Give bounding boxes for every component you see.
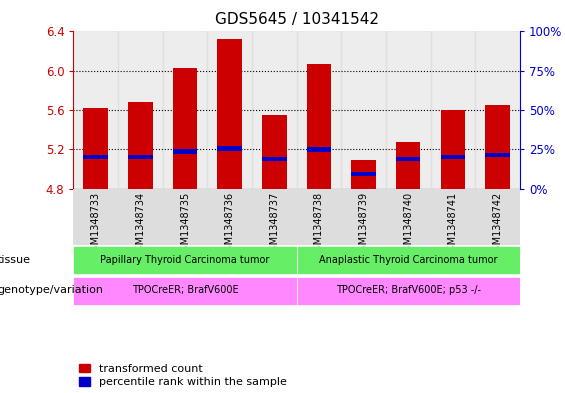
FancyBboxPatch shape	[341, 189, 386, 245]
Bar	[173, 68, 197, 189]
Bar	[485, 153, 510, 158]
Text: GSM1348734: GSM1348734	[136, 191, 145, 257]
FancyBboxPatch shape	[297, 189, 341, 245]
Text: GSM1348735: GSM1348735	[180, 191, 190, 257]
Text: genotype/variation: genotype/variation	[0, 285, 103, 296]
Bar	[351, 160, 376, 189]
Text: GSM1348739: GSM1348739	[359, 191, 368, 257]
FancyBboxPatch shape	[163, 189, 207, 245]
Bar	[128, 102, 153, 189]
FancyBboxPatch shape	[297, 246, 520, 274]
Bar	[307, 147, 331, 152]
Text: GSM1348733: GSM1348733	[91, 191, 101, 257]
Bar	[173, 149, 197, 154]
Bar	[396, 142, 420, 189]
Bar	[297, 31, 341, 189]
Bar	[351, 172, 376, 176]
FancyBboxPatch shape	[386, 189, 431, 245]
Text: GSM1348737: GSM1348737	[270, 191, 279, 257]
Bar	[396, 157, 420, 162]
Bar	[73, 31, 118, 189]
Text: TPOCreER; BrafV600E: TPOCreER; BrafV600E	[132, 285, 238, 296]
Bar	[475, 31, 520, 189]
Text: TPOCreER; BrafV600E; p53 -/-: TPOCreER; BrafV600E; p53 -/-	[336, 285, 481, 296]
Text: GSM1348736: GSM1348736	[225, 191, 234, 257]
Bar	[431, 31, 475, 189]
Bar	[307, 64, 331, 189]
Text: GSM1348741: GSM1348741	[448, 191, 458, 257]
Text: tissue: tissue	[0, 255, 31, 264]
FancyBboxPatch shape	[73, 277, 297, 305]
FancyBboxPatch shape	[297, 277, 520, 305]
Text: GSM1348738: GSM1348738	[314, 191, 324, 257]
Bar	[118, 31, 163, 189]
Bar	[341, 31, 386, 189]
FancyBboxPatch shape	[431, 189, 475, 245]
Bar	[218, 146, 242, 151]
Bar	[441, 155, 465, 160]
Title: GDS5645 / 10341542: GDS5645 / 10341542	[215, 13, 379, 28]
Bar	[84, 155, 108, 160]
Bar	[163, 31, 207, 189]
Text: Papillary Thyroid Carcinoma tumor: Papillary Thyroid Carcinoma tumor	[101, 255, 270, 264]
Bar	[386, 31, 431, 189]
FancyBboxPatch shape	[118, 189, 163, 245]
Bar	[84, 108, 108, 189]
Bar	[262, 157, 286, 162]
Bar	[441, 110, 465, 189]
FancyBboxPatch shape	[207, 189, 252, 245]
Legend: transformed count, percentile rank within the sample: transformed count, percentile rank withi…	[79, 364, 287, 387]
FancyBboxPatch shape	[73, 189, 118, 245]
Bar	[207, 31, 252, 189]
Bar	[218, 39, 242, 189]
Bar	[485, 105, 510, 189]
FancyBboxPatch shape	[252, 189, 297, 245]
Text: Anaplastic Thyroid Carcinoma tumor: Anaplastic Thyroid Carcinoma tumor	[319, 255, 497, 264]
Bar	[128, 155, 153, 160]
FancyBboxPatch shape	[475, 189, 520, 245]
Text: GSM1348740: GSM1348740	[403, 191, 413, 257]
Bar	[252, 31, 297, 189]
FancyBboxPatch shape	[73, 246, 297, 274]
Bar	[262, 115, 286, 189]
Text: GSM1348742: GSM1348742	[493, 191, 502, 257]
